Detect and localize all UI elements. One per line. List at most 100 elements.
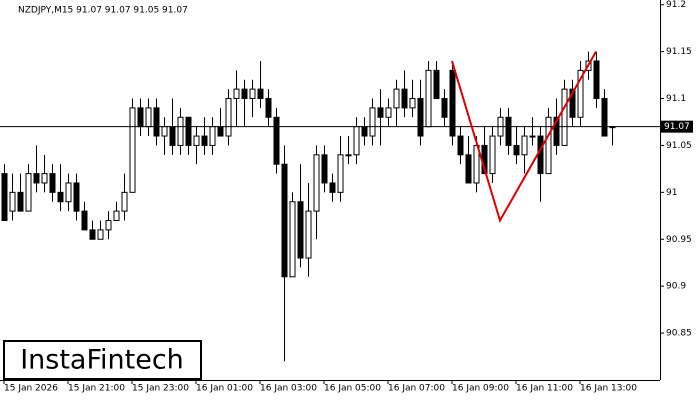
candle-body — [57, 191, 64, 203]
y-tick-label: 91.05 — [666, 141, 692, 151]
candle-body — [449, 69, 456, 137]
candle-body — [601, 98, 608, 137]
candle-body — [361, 126, 368, 137]
candle-body — [401, 88, 408, 109]
candle-body — [9, 191, 16, 212]
candle-body — [257, 88, 264, 100]
x-tick-label: 16 Jan 03:00 — [260, 384, 317, 394]
candle-body — [241, 88, 248, 100]
candle-body — [153, 107, 160, 137]
candle-body — [41, 173, 48, 184]
candle-body — [441, 98, 448, 118]
candle-body — [129, 107, 136, 193]
candle-body — [353, 126, 360, 156]
x-tick-label: 16 Jan 05:00 — [324, 384, 381, 394]
current-price-label: 91.07 — [664, 122, 690, 132]
candle-body — [537, 135, 544, 175]
candle-body — [569, 88, 576, 118]
y-tick-label: 91 — [666, 188, 677, 198]
candle-body — [177, 116, 184, 146]
y-tick-label: 90.95 — [666, 235, 692, 245]
candle-body — [17, 191, 24, 212]
candle-body — [249, 88, 256, 100]
candle-body — [105, 219, 112, 231]
chart-header: NZDJPY,M15 91.07 91.07 91.05 91.07 — [18, 6, 188, 16]
x-tick-label: 16 Jan 01:00 — [196, 384, 253, 394]
candle-body — [489, 135, 496, 175]
candle-body — [65, 182, 72, 203]
candle-body — [297, 201, 304, 259]
candle-body — [529, 135, 536, 138]
candle-body — [593, 60, 600, 100]
candle-body — [81, 210, 88, 231]
candle-body — [265, 98, 272, 118]
candle-body — [417, 98, 424, 137]
candle-body — [521, 135, 528, 156]
candle-body — [313, 154, 320, 212]
candle-body — [193, 135, 200, 146]
candle-body — [121, 191, 128, 212]
x-tick-label: 16 Jan 13:00 — [580, 384, 637, 394]
logo-box — [3, 340, 202, 380]
candle-body — [169, 126, 176, 146]
candle-body — [545, 116, 552, 175]
candle-body — [433, 69, 440, 100]
candle-body — [385, 107, 392, 118]
candle-body — [425, 69, 432, 128]
candle-body — [465, 154, 472, 184]
x-tick-label: 15 Jan 2026 — [4, 384, 58, 394]
candle-body — [25, 173, 32, 212]
candle-body — [97, 229, 104, 240]
candle-body — [185, 116, 192, 146]
candle-body — [337, 154, 344, 193]
candle-body — [305, 210, 312, 259]
candle-body — [505, 116, 512, 146]
candle-body — [321, 154, 328, 184]
candle-body — [225, 98, 232, 137]
y-tick-label: 91.15 — [666, 47, 692, 57]
y-tick-label: 90.85 — [666, 329, 692, 339]
candle-body — [145, 107, 152, 128]
candle-body — [369, 107, 376, 137]
x-tick-label: 15 Jan 21:00 — [68, 384, 125, 394]
logo: InstaFintech — [20, 345, 184, 376]
candle-body — [289, 201, 296, 278]
candle-body — [345, 154, 352, 157]
candle-body — [273, 116, 280, 165]
y-tick-label: 91.1 — [666, 94, 686, 104]
x-tick-label: 16 Jan 11:00 — [516, 384, 573, 394]
candle-body — [281, 163, 288, 278]
candle-body — [49, 173, 56, 193]
plot-area — [0, 51, 660, 362]
candle-body — [377, 107, 384, 118]
candle-body — [409, 98, 416, 109]
candle-body — [209, 126, 216, 146]
candle-body — [233, 88, 240, 100]
candle-body — [113, 210, 120, 221]
candle-body — [217, 126, 224, 137]
candle-body — [561, 88, 568, 146]
pattern-line — [451, 51, 597, 224]
candle-body — [89, 229, 96, 240]
candle-body — [513, 144, 520, 156]
y-tick-label: 90.9 — [666, 282, 686, 292]
candle-body — [33, 173, 40, 184]
candle-body — [553, 116, 560, 146]
x-tick-label: 16 Jan 07:00 — [388, 384, 445, 394]
x-tick-label: 16 Jan 09:00 — [452, 384, 509, 394]
candle-body — [73, 182, 80, 212]
candle-body — [137, 107, 144, 128]
candle-body — [577, 69, 584, 118]
candle-body — [161, 126, 168, 137]
current-price-box — [661, 120, 693, 133]
candle-body — [457, 135, 464, 156]
candle-body — [329, 182, 336, 193]
y-tick-label: 91.2 — [666, 0, 686, 10]
candle-body — [201, 135, 208, 146]
candle-body — [1, 173, 8, 221]
x-tick-label: 15 Jan 23:00 — [132, 384, 189, 394]
candle-body — [393, 88, 400, 109]
